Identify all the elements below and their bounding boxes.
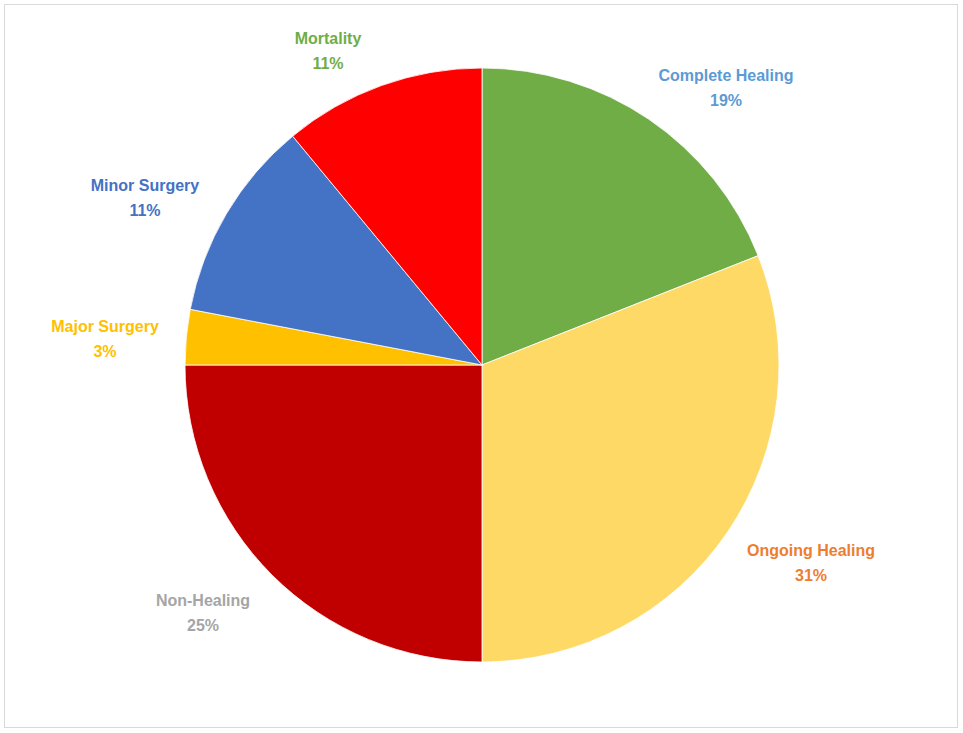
slice-label: Major Surgery: [51, 318, 159, 335]
slice-value-label: 3%: [93, 343, 116, 360]
slice-labels: Complete Healing 19% Ongoing Healing 31% Non…: [51, 30, 875, 634]
slice-value-label: 31%: [795, 567, 827, 584]
slice-value-label: 11%: [129, 202, 160, 219]
pie-slice: [482, 256, 779, 662]
pie-slices: [185, 68, 779, 662]
slice-label: Complete Healing: [658, 67, 793, 84]
slice-label: Mortality: [295, 30, 362, 47]
chart-container: Complete Healing 19% Ongoing Healing 31% Non…: [0, 0, 963, 733]
pie-slice: [293, 68, 482, 365]
slice-label: Ongoing Healing: [747, 542, 875, 559]
pie-slice: [185, 365, 482, 662]
slice-label: Minor Surgery: [91, 177, 200, 194]
chart-svg: Complete Healing 19% Ongoing Healing 31% Non…: [0, 0, 963, 733]
slice-label: Non-Healing: [156, 592, 250, 609]
chart-frame: [5, 5, 958, 728]
slice-value-label: 11%: [312, 55, 343, 72]
slice-value-label: 25%: [187, 617, 219, 634]
slice-value-label: 19%: [710, 92, 742, 109]
